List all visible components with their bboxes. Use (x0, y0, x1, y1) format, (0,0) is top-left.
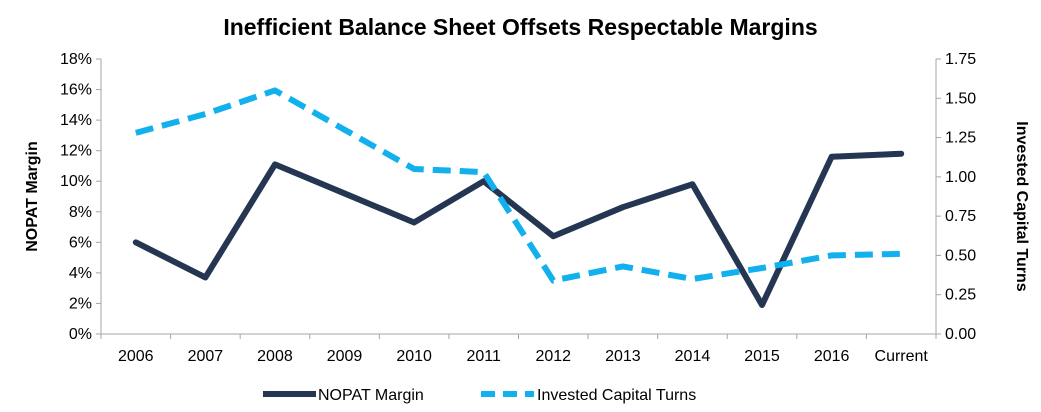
left-tick-label: 6% (69, 234, 92, 251)
right-axis-title: Invested Capital Turns (1013, 121, 1030, 292)
left-tick-label: 16% (60, 82, 92, 99)
right-tick-label: 1.75 (945, 51, 976, 68)
left-tick-label: 4% (69, 265, 92, 282)
right-tick-label: 1.00 (945, 169, 976, 186)
left-tick-label: 2% (69, 295, 92, 312)
invested-capital-turns-line (135, 87, 902, 284)
x-tick-label: 2010 (396, 348, 432, 365)
legend-label-nopat: NOPAT Margin (318, 387, 424, 404)
left-tick-label: 12% (60, 143, 92, 160)
right-tick-label: 0.25 (945, 287, 976, 304)
x-tick-label: 2012 (535, 348, 571, 365)
x-tick-label: 2016 (814, 348, 850, 365)
right-tick-label: 1.25 (945, 130, 976, 147)
nopat-margin-line (132, 150, 905, 308)
left-tick-label: 18% (60, 51, 92, 68)
left-tick-label: 8% (69, 204, 92, 221)
left-axis-title: NOPAT Margin (24, 141, 41, 252)
x-tick-label: Current (875, 348, 929, 365)
x-tick-label: 2007 (188, 348, 224, 365)
axes-layer: 0% 2% 4% 6% 8% 10% 12% 14% 16% 18% 0.00 0.25 0.50 0.7… (24, 51, 1030, 365)
right-tick-label: 0.50 (945, 247, 976, 264)
x-tick-label: 2008 (257, 348, 293, 365)
right-tick-label: 0.00 (945, 326, 976, 343)
right-tick-label: 0.75 (945, 208, 976, 225)
left-tick-label: 10% (60, 173, 92, 190)
x-tick-label: 2009 (327, 348, 363, 365)
x-tick-label: 2013 (605, 348, 641, 365)
x-tick-label: 2006 (118, 348, 154, 365)
x-tick-label: 2014 (675, 348, 711, 365)
chart-title: Inefficient Balance Sheet Offsets Respec… (223, 14, 818, 40)
x-tick-label: 2011 (467, 348, 502, 365)
legend-label-turns: Invested Capital Turns (537, 387, 696, 404)
series-layer (132, 87, 905, 308)
right-tick-label: 1.50 (945, 90, 976, 107)
x-tick-label: 2015 (744, 348, 780, 365)
left-tick-label: 14% (60, 112, 92, 129)
legend: NOPAT Margin Invested Capital Turns (263, 387, 696, 404)
left-tick-label: 0% (69, 326, 92, 343)
